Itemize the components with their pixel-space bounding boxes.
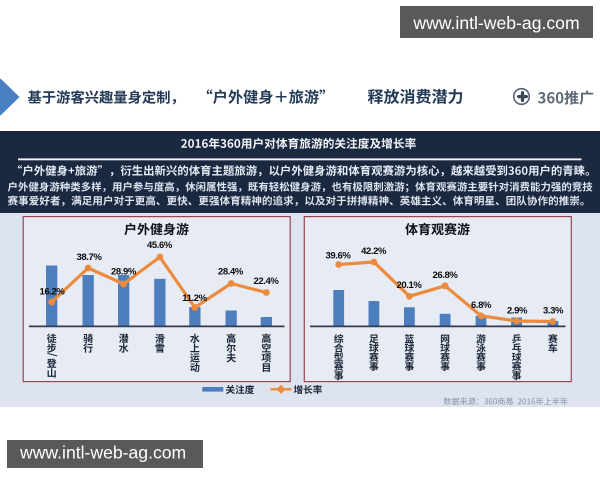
svg-text:www.intl-web-ag.com: www.intl-web-ag.com xyxy=(19,443,186,463)
svg-text:42.2%: 42.2% xyxy=(361,246,387,257)
svg-text:2.9%: 2.9% xyxy=(507,306,528,317)
svg-text:www.intl-web-ag.com: www.intl-web-ag.com xyxy=(412,13,579,33)
svg-text:22.4%: 22.4% xyxy=(254,276,280,287)
svg-text:28.4%: 28.4% xyxy=(218,267,244,278)
svg-text:16.2%: 16.2% xyxy=(40,287,66,298)
svg-text:26.8%: 26.8% xyxy=(433,270,459,281)
svg-text:3.3%: 3.3% xyxy=(543,306,564,317)
svg-text:20.1%: 20.1% xyxy=(397,280,423,291)
svg-text:38.7%: 38.7% xyxy=(77,252,103,263)
svg-text:39.6%: 39.6% xyxy=(326,251,352,262)
svg-text:45.6%: 45.6% xyxy=(147,240,173,251)
svg-text:11.2%: 11.2% xyxy=(182,293,207,304)
svg-text:6.8%: 6.8% xyxy=(471,300,492,311)
svg-text:28.9%: 28.9% xyxy=(111,267,137,278)
